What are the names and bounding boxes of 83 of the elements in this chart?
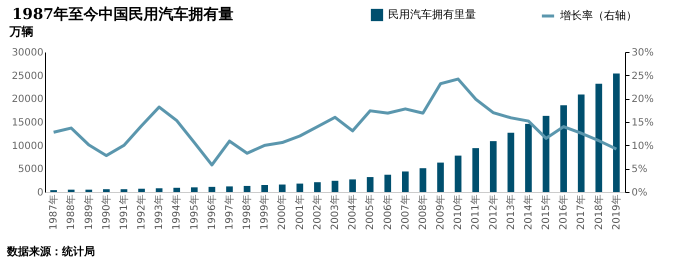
y-tick-label: 0 bbox=[37, 188, 44, 198]
source-note: 数据来源：统计局 bbox=[6, 245, 95, 258]
y2-tick-label: 15% bbox=[632, 118, 654, 128]
x-tick-label: 2012年 bbox=[487, 194, 500, 230]
x-tick-label: 1991年 bbox=[118, 194, 130, 230]
x-tick-label: 2008年 bbox=[416, 194, 429, 230]
x-tick-label: 1988年 bbox=[65, 194, 78, 230]
bar bbox=[472, 148, 480, 192]
y-tick-label: 20000 bbox=[12, 94, 44, 106]
bar bbox=[490, 141, 497, 192]
bar bbox=[420, 168, 426, 192]
bar bbox=[366, 177, 374, 192]
y2-tick-label: 30% bbox=[632, 48, 654, 58]
bar bbox=[278, 184, 286, 192]
x-tick-label: 2002年 bbox=[311, 194, 324, 230]
y-tick-label: 25000 bbox=[12, 70, 44, 82]
x-tick-label: 2011年 bbox=[470, 194, 482, 230]
bar bbox=[173, 188, 180, 192]
bar bbox=[156, 188, 162, 192]
x-tick-label: 1987年 bbox=[48, 194, 60, 230]
y2-tick-label: 0% bbox=[632, 188, 648, 198]
chart-title: 1987年至今中国民用汽车拥有量 bbox=[12, 5, 234, 23]
bar bbox=[508, 132, 514, 192]
bar bbox=[208, 186, 216, 192]
x-tick-label: 2017年 bbox=[575, 194, 588, 230]
y-tick-label: 5000 bbox=[18, 164, 44, 176]
x-tick-label: 1995年 bbox=[188, 194, 200, 230]
x-tick-label: 1996年 bbox=[206, 194, 218, 230]
y-tick-label: 10000 bbox=[12, 140, 44, 152]
bar bbox=[454, 156, 462, 192]
x-tick-label: 2004年 bbox=[346, 194, 359, 230]
x-tick-label: 1994年 bbox=[170, 194, 183, 230]
y-axis-title: 万辆 bbox=[8, 24, 34, 38]
x-tick-label: 2001年 bbox=[294, 194, 306, 230]
line-series bbox=[52, 78, 618, 166]
x-tick-label: 2006年 bbox=[382, 194, 394, 230]
legend-label: 增长率（右轴） bbox=[559, 9, 637, 22]
x-tick-label: 2013年 bbox=[504, 194, 517, 230]
x-tick-label: 1993年 bbox=[153, 194, 166, 230]
bar bbox=[190, 187, 198, 192]
bar bbox=[437, 162, 444, 192]
x-tick-label: 2000年 bbox=[276, 194, 288, 230]
bar bbox=[542, 116, 550, 192]
x-tick-label: 2015年 bbox=[540, 194, 552, 230]
x-tick-label: 1999年 bbox=[258, 194, 271, 230]
bar bbox=[560, 105, 567, 192]
bar bbox=[578, 94, 585, 192]
bar bbox=[349, 179, 356, 192]
x-tick-label: 2014年 bbox=[522, 194, 534, 230]
x-tick-label: 1990年 bbox=[100, 194, 112, 230]
y-tick-label: 30000 bbox=[12, 48, 44, 58]
bar bbox=[138, 188, 145, 192]
bar bbox=[402, 171, 409, 192]
bar bbox=[226, 186, 233, 192]
x-tick-label: 2019年 bbox=[610, 194, 622, 230]
bar bbox=[595, 84, 602, 192]
x-tick-label: 2005年 bbox=[364, 194, 376, 230]
bar bbox=[103, 189, 110, 192]
bar bbox=[296, 184, 304, 192]
x-tick-label: 2003年 bbox=[329, 194, 341, 230]
x-tick-label: 2007年 bbox=[399, 194, 412, 230]
bar bbox=[613, 73, 620, 192]
legend-label: 民用汽车拥有里量 bbox=[388, 8, 476, 21]
y2-tick-label: 20% bbox=[632, 94, 654, 106]
x-tick-label: 1998年 bbox=[241, 194, 254, 230]
x-tick-label: 1989年 bbox=[82, 194, 95, 230]
bar bbox=[244, 186, 250, 192]
x-tick-label: 2016年 bbox=[558, 194, 570, 230]
x-tick-label: 1992年 bbox=[136, 194, 148, 230]
y2-tick-label: 25% bbox=[632, 70, 654, 82]
x-tick-label: 2010年 bbox=[452, 194, 464, 230]
y-tick-label: 15000 bbox=[12, 118, 44, 128]
x-tick-label: 2018年 bbox=[592, 194, 605, 230]
bar bbox=[332, 180, 338, 192]
bar bbox=[525, 124, 532, 192]
bar bbox=[384, 174, 392, 192]
bar bbox=[120, 189, 128, 192]
y2-tick-label: 5% bbox=[632, 164, 648, 176]
bar bbox=[261, 185, 268, 192]
x-tick-label: 2009年 bbox=[434, 194, 447, 230]
x-tick-label: 1997年 bbox=[223, 194, 236, 230]
bar bbox=[314, 182, 321, 192]
y2-tick-label: 10% bbox=[632, 140, 654, 152]
